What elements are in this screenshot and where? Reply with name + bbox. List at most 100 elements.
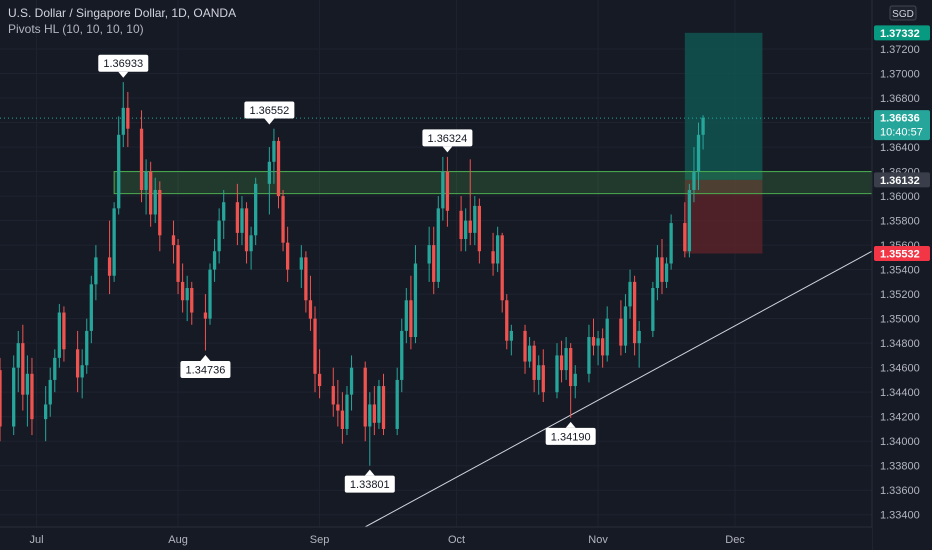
candle-body xyxy=(509,330,513,341)
candle-body xyxy=(441,171,445,209)
y-tick-label: 1.33600 xyxy=(880,485,920,497)
candle-body xyxy=(85,330,89,366)
candle-body xyxy=(336,404,340,411)
candle-body xyxy=(139,128,144,190)
candle-body xyxy=(267,161,272,184)
candle-body xyxy=(696,134,701,172)
y-tick-label: 1.34200 xyxy=(880,412,920,424)
candle-body xyxy=(308,300,313,319)
trendline xyxy=(346,250,873,538)
y-tick-label: 1.33800 xyxy=(880,461,920,473)
candle-body xyxy=(185,288,189,301)
price-axis-background xyxy=(872,0,932,550)
candle-body xyxy=(89,284,93,331)
candle-body xyxy=(0,370,2,427)
price-tag-entry-value: 1.36132 xyxy=(880,175,920,187)
candle-body xyxy=(596,338,600,346)
candle-body xyxy=(276,140,281,197)
candle-body xyxy=(500,235,504,301)
pivot-pointer xyxy=(364,469,375,476)
candle-body xyxy=(21,343,25,395)
price-tag-stop xyxy=(874,245,930,261)
pivot-label-box xyxy=(344,475,395,493)
candle-body xyxy=(655,257,660,289)
x-tick-label: Oct xyxy=(448,534,465,546)
pivot-pointer xyxy=(200,355,211,362)
candle-body xyxy=(527,345,532,362)
candle-body xyxy=(112,208,116,276)
y-tick-label: 1.34800 xyxy=(880,338,920,350)
pivot-label-box xyxy=(545,427,596,445)
pivot-pointer xyxy=(565,421,576,428)
candle-body xyxy=(687,189,692,252)
candle-body xyxy=(117,134,121,209)
candle-body xyxy=(555,355,559,393)
candle-body xyxy=(331,386,335,405)
candle-body xyxy=(176,245,180,282)
pivot-pointer xyxy=(118,71,129,78)
candle-body xyxy=(432,245,436,282)
pivot-label-low: 1.34736 xyxy=(186,365,226,377)
candle-body xyxy=(377,386,381,423)
candle-body xyxy=(537,365,541,380)
candle-body xyxy=(395,379,399,429)
y-tick-label: 1.37200 xyxy=(880,44,920,56)
candle-body xyxy=(153,189,157,215)
candle-body xyxy=(313,318,317,374)
candle-body xyxy=(299,257,303,270)
candle-body xyxy=(664,263,669,282)
candle-body xyxy=(57,312,61,358)
candle-body xyxy=(464,220,468,239)
candle-body xyxy=(413,263,418,338)
candle-body xyxy=(381,386,386,429)
candle-body xyxy=(505,300,509,341)
candle-body xyxy=(340,410,345,429)
candle-body xyxy=(473,205,477,233)
candle-body xyxy=(217,220,221,252)
candle-body xyxy=(272,140,276,162)
candle-body xyxy=(212,251,217,270)
candle-body xyxy=(75,349,80,378)
candle-body xyxy=(235,202,240,233)
candle-body xyxy=(569,348,573,387)
candle-body xyxy=(158,189,162,236)
price-tag-stop-value: 1.35532 xyxy=(880,248,920,260)
candle-body xyxy=(30,373,34,420)
candle-body xyxy=(427,245,431,264)
candle-body xyxy=(404,300,408,331)
y-tick-label: 1.36000 xyxy=(880,191,920,203)
y-tick-label: 1.35200 xyxy=(880,289,920,301)
y-tick-label: 1.35800 xyxy=(880,216,920,228)
x-tick-label: Dec xyxy=(725,534,745,546)
candle-body xyxy=(16,343,20,368)
candle-body xyxy=(559,355,564,371)
candle-body xyxy=(180,281,185,301)
pivot-pointer xyxy=(442,146,453,153)
price-tag-last-value: 1.36636 xyxy=(880,113,920,125)
candle-body xyxy=(495,235,500,264)
candle-body xyxy=(254,183,258,236)
y-tick-label: 1.35000 xyxy=(880,314,920,326)
candle-body xyxy=(445,171,450,211)
candle-body xyxy=(372,404,377,423)
currency-badge xyxy=(889,5,917,21)
candle-body xyxy=(53,357,57,380)
candle-body xyxy=(605,318,609,356)
candle-body xyxy=(285,242,290,270)
candle-body xyxy=(573,373,577,387)
candle-body xyxy=(692,171,696,190)
candle-body xyxy=(477,205,482,252)
indicator-label[interactable]: Pivots HL (10, 10, 10, 10) xyxy=(8,22,144,36)
overlay-layer: 1.36933 1.34736 1.36552 1.33801 1.36324 1.341… xyxy=(98,54,596,493)
candle-body xyxy=(244,208,249,252)
stop-zone xyxy=(684,179,763,254)
candle-body xyxy=(368,404,372,427)
symbol-title[interactable]: U.S. Dollar / Singapore Dollar, 1D, OAND… xyxy=(8,6,237,20)
candle-body xyxy=(400,330,404,380)
candle-body xyxy=(587,337,591,374)
y-tick-label: 1.35400 xyxy=(880,265,920,277)
candle-body xyxy=(44,404,48,420)
candle-body xyxy=(80,365,84,378)
candle-body xyxy=(623,306,628,346)
